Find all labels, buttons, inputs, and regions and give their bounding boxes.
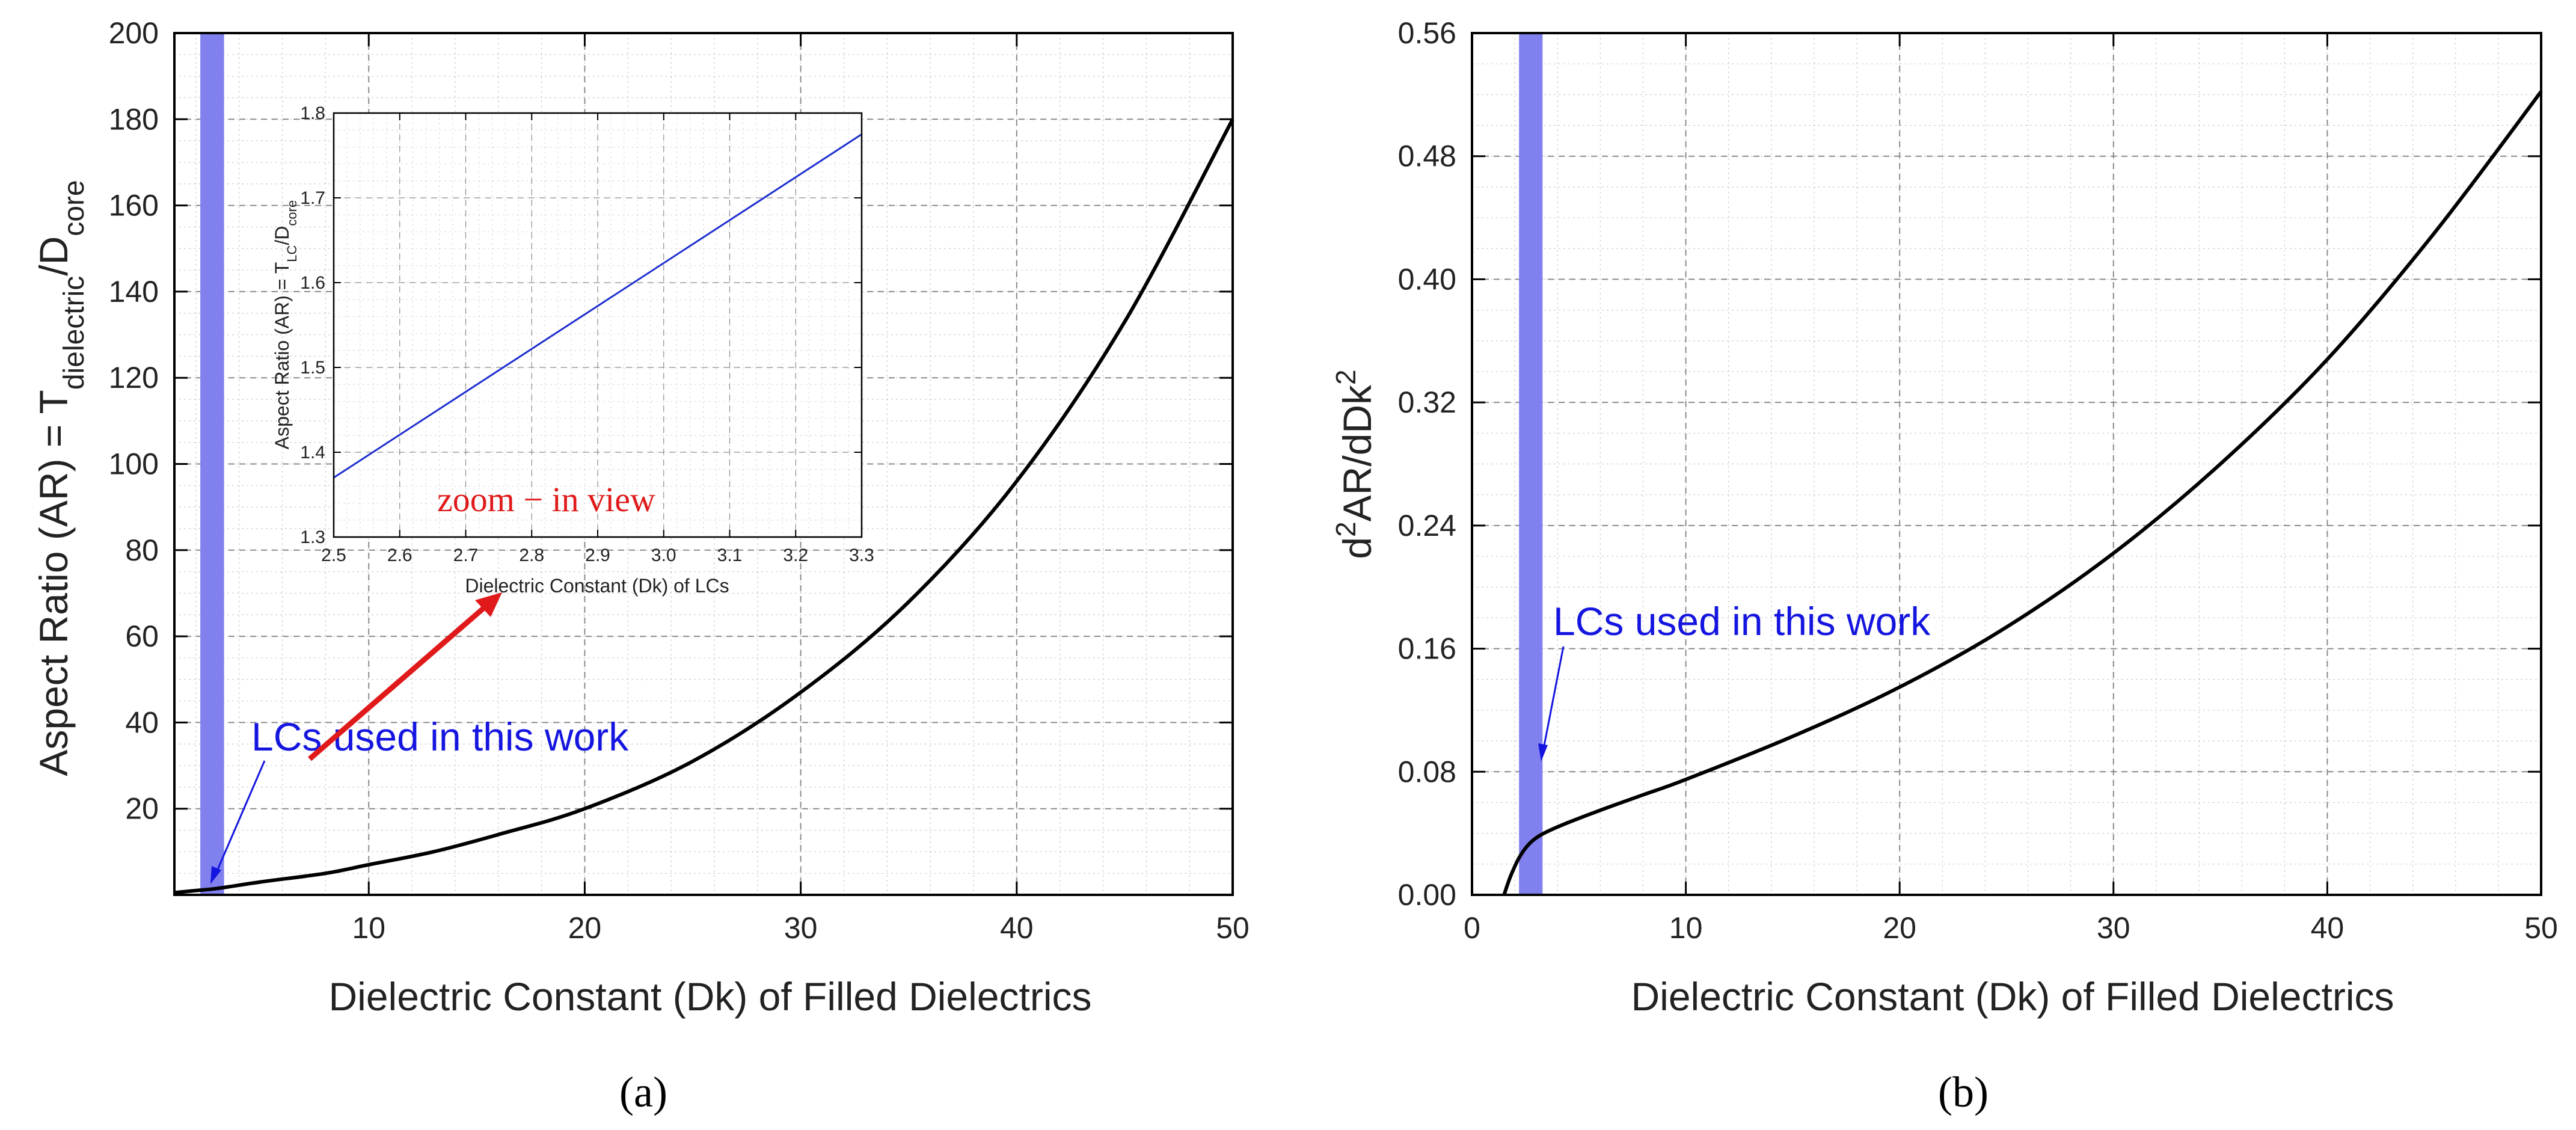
chart-panel-b: 0 10 20 30 40 50 0.00 0.08 0.16 0.24 0.32 0.40 0.48…	[1330, 16, 2558, 1116]
y-tick-label: 200	[109, 16, 159, 50]
y-tick-label: 1.7	[300, 188, 325, 208]
x-tick-labels-b: 0 10 20 30 40 50	[1464, 911, 2558, 945]
lcs-arrow-a	[214, 760, 266, 876]
y-tick-labels-b: 0.00 0.08 0.16 0.24 0.32 0.40 0.48 0.56	[1398, 16, 1456, 912]
zoom-arrow	[308, 604, 488, 761]
y-tick-label: 0.00	[1398, 878, 1456, 912]
plot-frame-b	[1471, 32, 2542, 896]
inset-y-axis-title: Aspect Ratio (AR) = TLC/Dcore	[271, 200, 299, 449]
y-tick-label: 20	[125, 792, 159, 826]
y-tick-label: 40	[125, 705, 159, 739]
x-tick-label: 10	[352, 911, 385, 945]
zoom-in-label: zoom − in view	[437, 480, 655, 519]
y-tick-label: 0.16	[1398, 632, 1456, 666]
y-tick-label: 180	[109, 102, 159, 136]
y-tick-label: 0.48	[1398, 140, 1456, 173]
series-line-d2ar	[1502, 90, 2543, 895]
x-tick-label: 0	[1464, 911, 1480, 945]
panel-label-b: (b)	[1938, 1068, 1989, 1116]
x-axis-title-a: Dielectric Constant (Dk) of Filled Diele…	[329, 974, 1092, 1019]
y-tick-label: 80	[125, 533, 159, 567]
lcs-arrow-b	[1542, 646, 1565, 752]
x-tick-label: 40	[1000, 911, 1034, 945]
x-axis-title-b: Dielectric Constant (Dk) of Filled Diele…	[1631, 974, 2394, 1019]
y-tick-label: 1.4	[300, 443, 325, 462]
inset-x-axis-title: Dielectric Constant (Dk) of LCs	[465, 575, 729, 597]
inset-series-line	[333, 134, 862, 479]
x-tick-label: 20	[1883, 911, 1916, 945]
x-tick-label: 3.3	[849, 545, 874, 565]
y-axis-title-a: Aspect Ratio (AR) = Tdielectric/Dcore	[31, 180, 90, 776]
y-tick-labels-a: 20 40 60 80 100 120 140 160 180 200	[109, 16, 159, 826]
inset-y-tick-labels: 1.3 1.4 1.5 1.6 1.7 1.8	[300, 103, 325, 547]
y-tick-label: 1.5	[300, 358, 325, 378]
lcs-arrow-head-b	[1538, 743, 1548, 761]
x-tick-label: 2.7	[453, 545, 479, 565]
chart-panel-a: 10 20 30 40 50 20 40 60 80 100 120 140 160 180 200 Di…	[31, 16, 1250, 1116]
x-tick-label: 3.0	[651, 545, 676, 565]
y-tick-label: 1.6	[300, 273, 325, 293]
y-tick-label: 0.08	[1398, 755, 1456, 788]
x-tick-label: 30	[784, 911, 818, 945]
x-tick-label: 20	[568, 911, 602, 945]
inset-grid-minor	[333, 112, 862, 538]
x-tick-labels-a: 10 20 30 40 50	[352, 911, 1249, 945]
x-tick-label: 2.5	[321, 545, 346, 565]
y-tick-label: 160	[109, 189, 159, 223]
grid-minor-b	[1471, 32, 2542, 895]
x-tick-label: 2.9	[585, 545, 610, 565]
y-axis-title-b: d2AR/dDk2	[1330, 369, 1379, 559]
x-tick-label: 3.2	[783, 545, 808, 565]
lc-highlight-band-b	[1519, 33, 1543, 895]
x-tick-label: 40	[2311, 911, 2344, 945]
inset-plot-frame	[333, 112, 863, 538]
y-tick-label: 100	[109, 447, 159, 481]
y-tick-label: 1.3	[300, 527, 325, 547]
panel-label-a: (a)	[619, 1068, 667, 1116]
y-tick-label: 140	[109, 275, 159, 309]
y-tick-label: 120	[109, 361, 159, 395]
inset-chart: 2.5 2.6 2.7 2.8 2.9 3.0 3.1 3.2 3.3 1.3 1.4 1.5 1.6…	[271, 103, 874, 597]
y-tick-label: 0.32	[1398, 385, 1456, 419]
x-tick-label: 2.8	[519, 545, 544, 565]
y-tick-label: 60	[125, 619, 159, 653]
lc-highlight-band	[200, 33, 224, 895]
x-tick-label: 50	[2524, 911, 2558, 945]
plot-frame-a	[173, 32, 1234, 896]
x-tick-label: 2.6	[387, 545, 412, 565]
x-tick-label: 10	[1669, 911, 1703, 945]
y-tick-label: 1.8	[300, 103, 325, 123]
x-tick-label: 30	[2097, 911, 2130, 945]
x-tick-label: 50	[1216, 911, 1250, 945]
x-tick-label: 3.1	[717, 545, 743, 565]
lcs-annotation-a: LCs used in this work	[251, 714, 629, 759]
y-tick-label: 0.24	[1398, 509, 1456, 542]
lcs-arrow-head-a	[210, 866, 221, 884]
series-line-ar	[174, 118, 1234, 895]
y-tick-label: 0.40	[1398, 262, 1456, 296]
y-tick-label: 0.56	[1398, 16, 1456, 50]
inset-x-tick-labels: 2.5 2.6 2.7 2.8 2.9 3.0 3.1 3.2 3.3	[321, 545, 874, 565]
zoom-arrow-head	[475, 592, 502, 617]
lcs-annotation-b: LCs used in this work	[1553, 599, 1931, 643]
